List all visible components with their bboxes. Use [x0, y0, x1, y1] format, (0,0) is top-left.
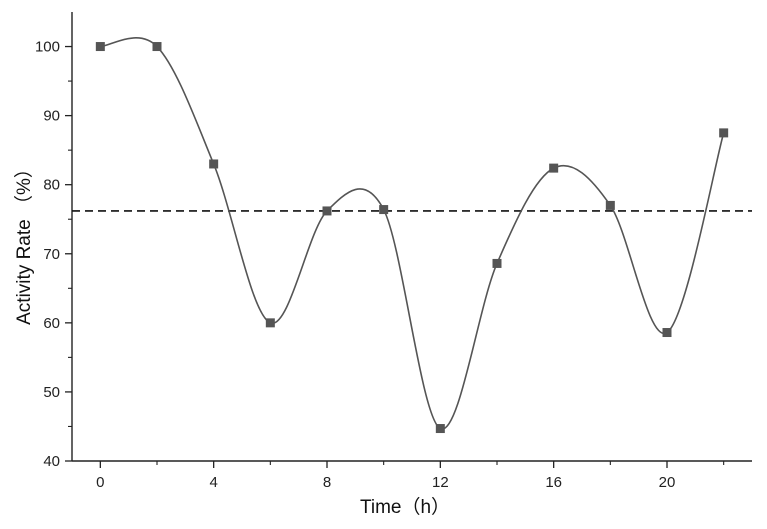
x-tick-label: 8	[323, 474, 331, 491]
y-axis-label: Activity Rate （%）	[13, 159, 35, 325]
data-point	[549, 163, 559, 173]
y-tick-label: 80	[43, 177, 60, 194]
data-point	[209, 159, 219, 169]
data-markers	[95, 42, 729, 434]
x-tick-label: 12	[432, 474, 449, 491]
x-axis-label: Time（h）	[360, 496, 450, 518]
data-point	[492, 258, 502, 268]
y-tick-label: 90	[43, 108, 60, 125]
activity-rate-curve	[100, 37, 725, 430]
x-tick-label: 20	[659, 474, 676, 491]
y-ticks: 40 50 60 70 80 90 100	[35, 39, 72, 470]
y-tick-label: 50	[43, 384, 60, 401]
data-point	[322, 206, 332, 216]
data-point	[265, 318, 275, 328]
data-point	[435, 424, 445, 434]
x-ticks: 0 4 8 12 16 20	[96, 461, 725, 491]
axes	[71, 12, 752, 462]
y-tick-label: 40	[43, 453, 60, 470]
data-point	[152, 42, 162, 52]
x-tick-label: 16	[545, 474, 562, 491]
data-point	[605, 200, 615, 210]
data-point	[662, 328, 672, 338]
data-point	[379, 205, 389, 215]
x-tick-label: 0	[96, 474, 104, 491]
data-point	[719, 128, 729, 138]
y-tick-label: 60	[43, 315, 60, 332]
y-tick-label: 70	[43, 246, 60, 263]
y-tick-label: 100	[35, 39, 60, 56]
x-tick-label: 4	[209, 474, 217, 491]
data-point	[95, 42, 105, 52]
